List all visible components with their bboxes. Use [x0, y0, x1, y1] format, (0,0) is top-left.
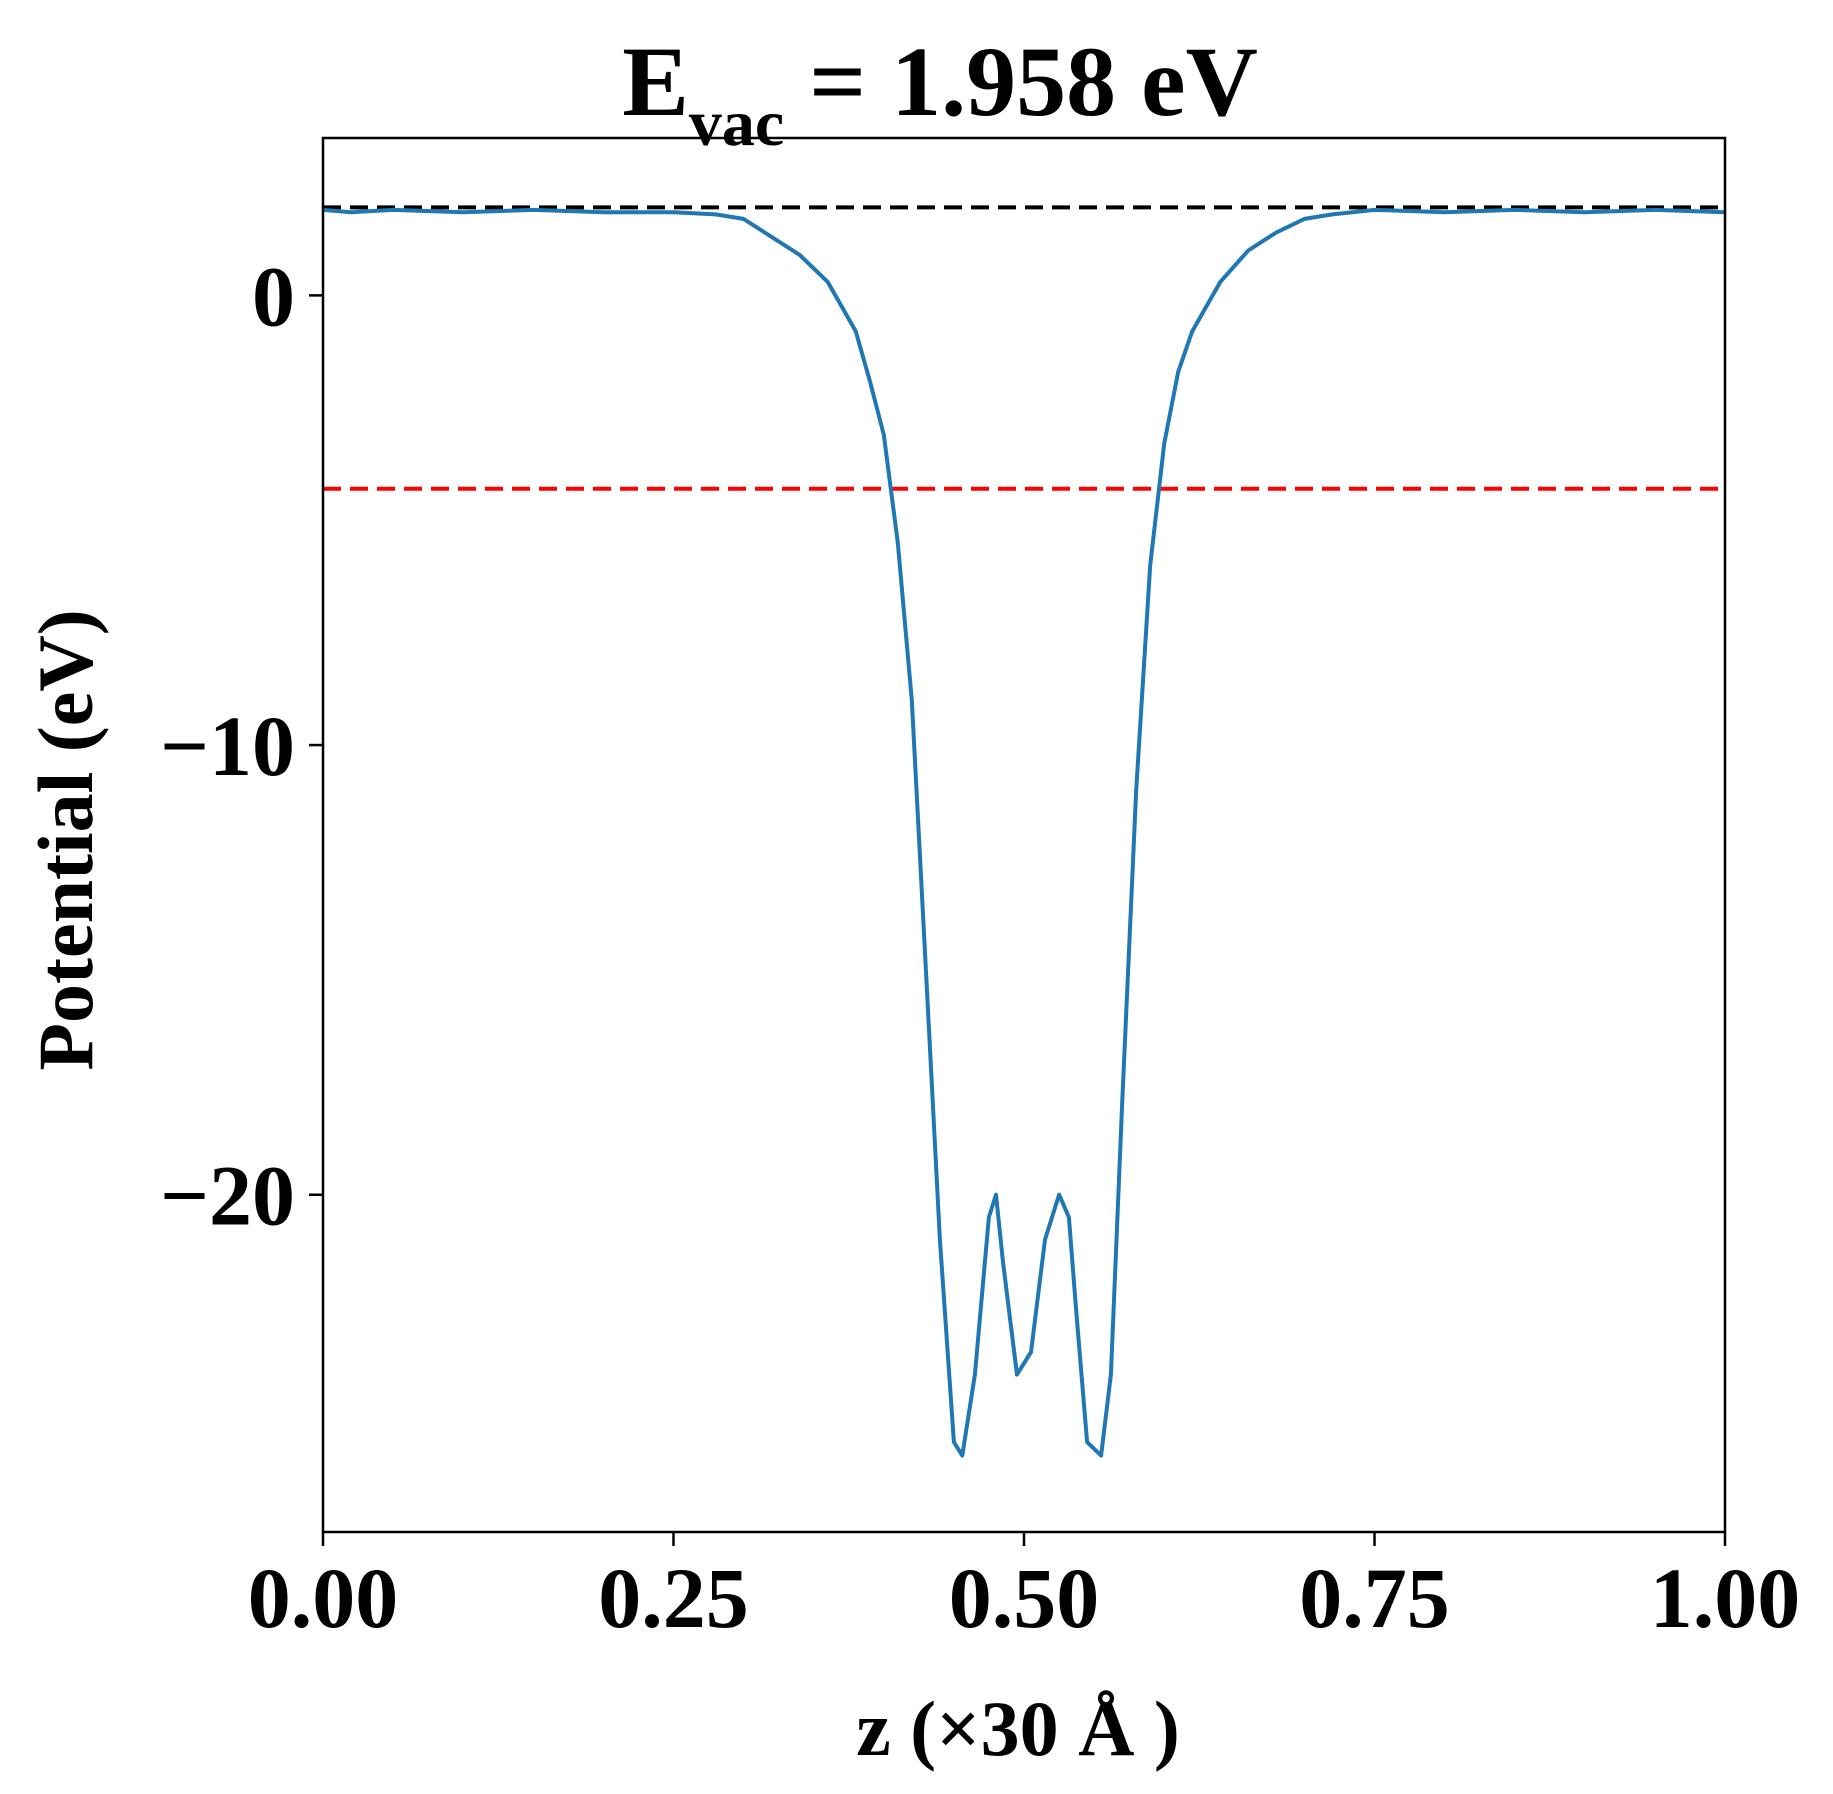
- y-axis-ticks: 0 −10 −20: [160, 248, 323, 1244]
- x-axis-label: z (×30 Å ): [856, 1685, 1180, 1772]
- series-line-1: [322, 207, 1726, 1458]
- y-tick-label: −10: [160, 698, 295, 794]
- chart-title: Evac = 1.958 eV: [622, 26, 1258, 160]
- x-tick-label: 1.00: [1650, 1550, 1801, 1646]
- x-axis-ticks: 0.00 0.25 0.50 0.75 1.00: [248, 1532, 1801, 1646]
- x-tick-label: 0.25: [598, 1550, 749, 1646]
- y-tick-label: 0: [252, 248, 295, 344]
- axes-frame: [321, 136, 1727, 1534]
- plot-area: [322, 205, 1726, 1458]
- chart-title-subscript: vac: [689, 87, 784, 160]
- y-tick-label: −20: [160, 1148, 295, 1244]
- chart-title-rest: = 1.958 eV: [784, 26, 1258, 137]
- x-tick-label: 0.00: [248, 1550, 399, 1646]
- y-axis-label: Potential (eV): [22, 609, 109, 1070]
- x-tick-label: 0.75: [1299, 1550, 1450, 1646]
- chart-title-main: E: [622, 26, 689, 137]
- x-tick-label: 0.50: [949, 1550, 1100, 1646]
